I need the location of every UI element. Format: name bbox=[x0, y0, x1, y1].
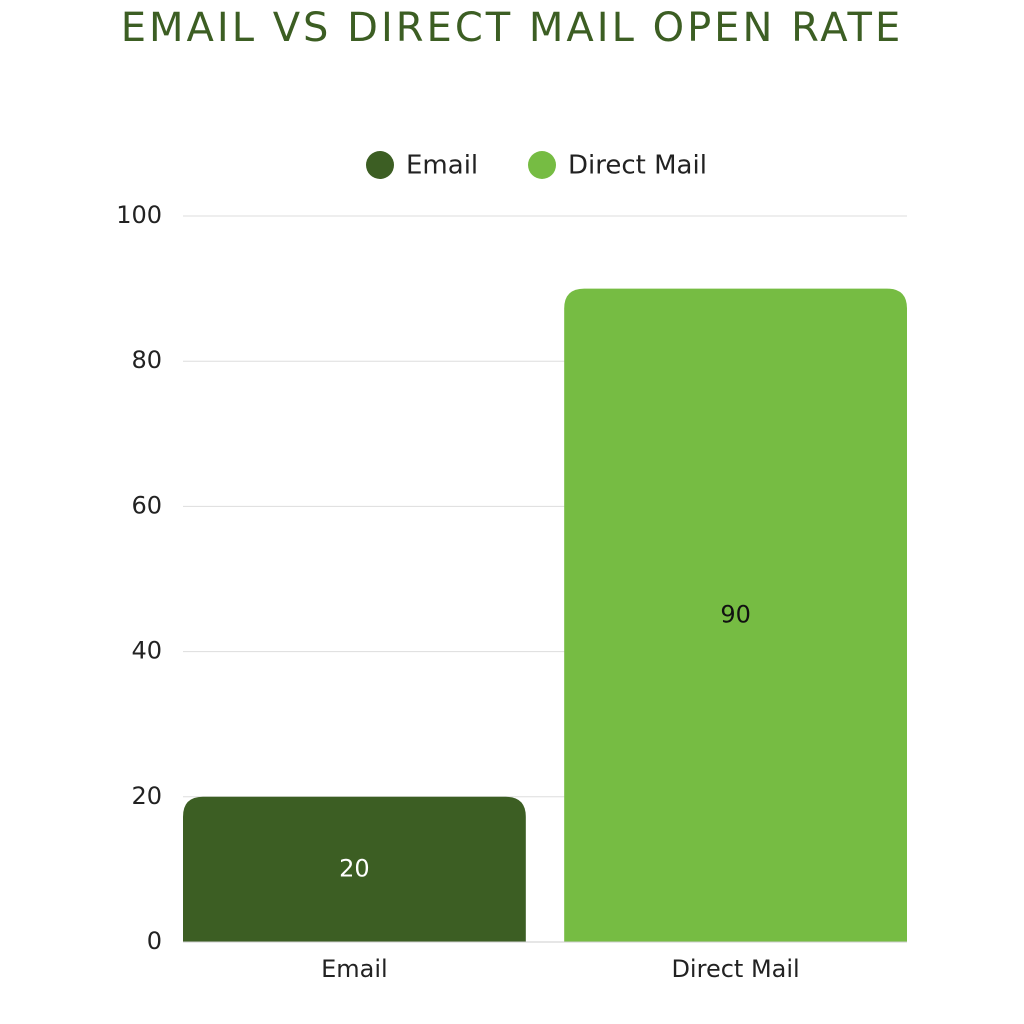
y-tick-label: 60 bbox=[131, 491, 162, 519]
y-tick-label: 20 bbox=[131, 782, 162, 810]
chart-title: EMAIL VS DIRECT MAIL OPEN RATE bbox=[121, 5, 903, 51]
bar bbox=[183, 796, 526, 942]
y-tick-label: 80 bbox=[131, 346, 162, 374]
legend-swatch bbox=[528, 151, 556, 179]
y-tick-label: 40 bbox=[131, 637, 162, 665]
legend-swatch bbox=[366, 151, 394, 179]
value-label: 90 bbox=[720, 600, 751, 628]
legend-label: Direct Mail bbox=[568, 151, 707, 181]
value-label: 20 bbox=[339, 854, 370, 882]
x-tick-label: Direct Mail bbox=[671, 955, 799, 983]
bar bbox=[564, 288, 907, 943]
y-tick-label: 0 bbox=[147, 927, 162, 955]
y-tick-label: 100 bbox=[116, 201, 162, 229]
x-tick-label: Email bbox=[321, 955, 388, 983]
legend-label: Email bbox=[406, 151, 478, 181]
